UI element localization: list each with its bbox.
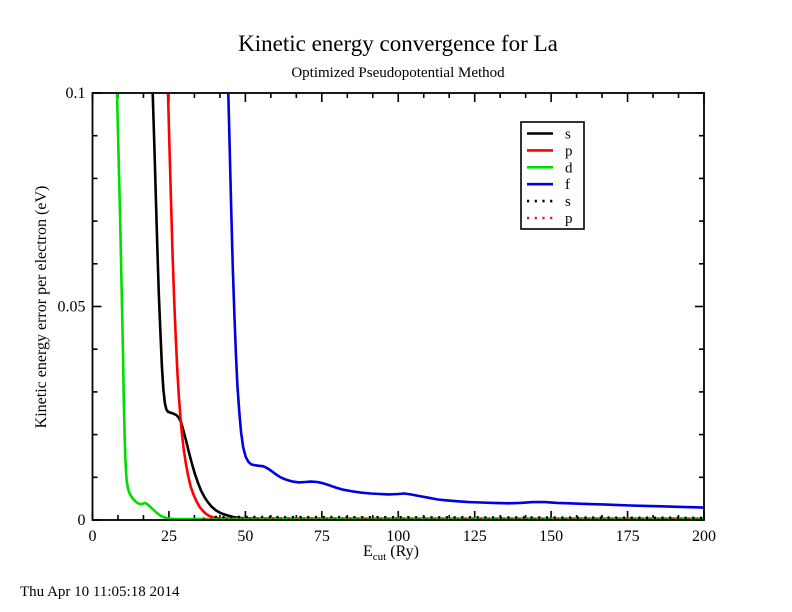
legend-label: d xyxy=(565,160,573,176)
y-tick-label: 0.1 xyxy=(66,85,86,102)
x-tick-label: 125 xyxy=(463,528,487,545)
legend-label: s xyxy=(565,127,571,143)
series-line-solid-s-0 xyxy=(151,92,704,521)
x-tick-label: 175 xyxy=(616,528,640,545)
series-line-solid-p-1 xyxy=(166,92,704,521)
x-axis-label-main: E xyxy=(363,543,373,560)
legend-box xyxy=(520,121,585,230)
y-tick-label: 0.05 xyxy=(58,299,86,316)
plot-frame xyxy=(91,92,705,521)
timestamp: Thu Apr 10 11:05:18 2014 xyxy=(20,584,180,600)
series-line-solid-d-2 xyxy=(115,92,704,521)
y-axis-label: Kinetic energy error per electron (eV) xyxy=(33,186,50,429)
x-tick-label: 150 xyxy=(539,528,563,545)
data-curves xyxy=(115,92,704,521)
chart-subtitle: Optimized Pseudopotential Method xyxy=(291,65,505,81)
x-axis-label-sub: cut xyxy=(373,551,386,563)
series-line-dotted-p-5 xyxy=(202,517,704,521)
legend-label: p xyxy=(565,211,573,227)
axis-tick-labels: 0 25 50 75 100 125 150 175 200 0 0.05 0.1 xyxy=(58,85,717,545)
chart-title: Kinetic energy convergence for La xyxy=(238,31,558,56)
x-axis-label: Ecut (Ry) xyxy=(363,543,419,563)
x-axis-label-unit: (Ry) xyxy=(386,543,419,560)
x-tick-label: 50 xyxy=(237,528,253,545)
legend-label: f xyxy=(565,177,570,193)
x-tick-label: 100 xyxy=(386,528,410,545)
legend-label: s xyxy=(565,194,571,210)
x-tick-label: 200 xyxy=(692,528,716,545)
x-tick-label: 0 xyxy=(89,528,97,545)
series-line-solid-f-3 xyxy=(227,92,704,509)
x-tick-label: 75 xyxy=(314,528,330,545)
plot-frame-group xyxy=(91,92,705,521)
legend-label: p xyxy=(565,143,573,159)
x-tick-label: 25 xyxy=(161,528,177,545)
y-tick-label: 0 xyxy=(78,512,86,529)
